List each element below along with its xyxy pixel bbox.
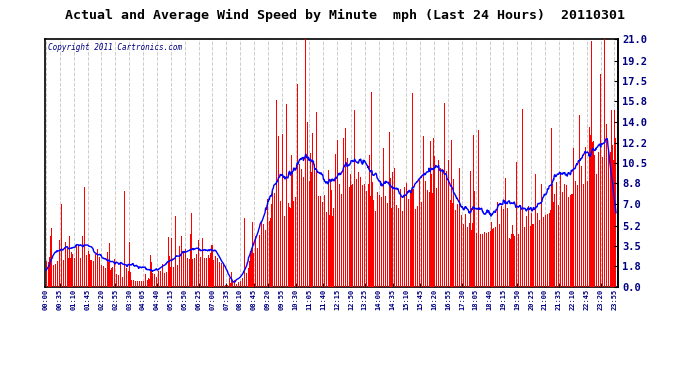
Text: Actual and Average Wind Speed by Minute  mph (Last 24 Hours)  20110301: Actual and Average Wind Speed by Minute … — [65, 9, 625, 22]
Text: Copyright 2011 Cartronics.com: Copyright 2011 Cartronics.com — [48, 43, 182, 52]
